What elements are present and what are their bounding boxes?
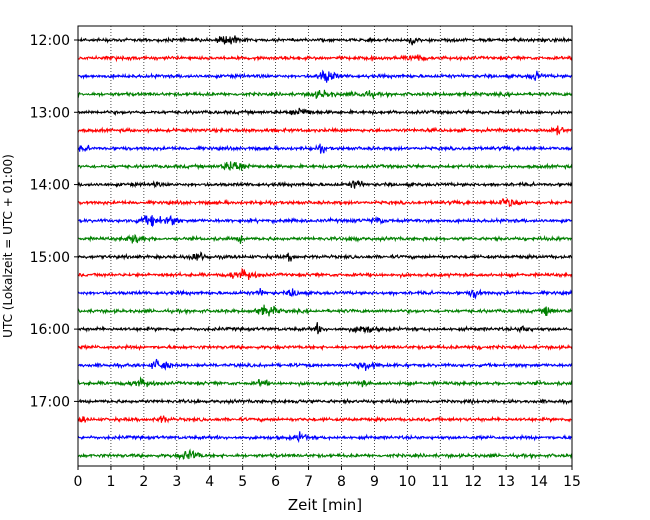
trace-line <box>77 143 573 154</box>
trace-line <box>77 198 573 208</box>
x-tick-label: 13 <box>497 474 515 490</box>
x-tick-label: 12 <box>464 474 482 490</box>
x-tick-label: 15 <box>563 474 581 490</box>
trace-line <box>77 288 573 300</box>
trace-line <box>77 376 573 388</box>
x-tick-label: 8 <box>337 474 346 490</box>
trace-line <box>77 448 572 461</box>
trace-line <box>77 214 573 228</box>
traces <box>77 35 573 461</box>
x-tick-label: 6 <box>271 474 280 490</box>
trace-line <box>77 322 573 335</box>
x-tick-label: 14 <box>530 474 548 490</box>
y-tick-label: 16:00 <box>30 322 70 338</box>
trace-line <box>77 125 573 136</box>
trace-line <box>77 179 573 189</box>
trace-line <box>77 251 573 262</box>
x-tick-label: 4 <box>205 474 214 490</box>
trace-line <box>77 415 573 424</box>
trace-line <box>77 267 573 281</box>
x-tick-label: 11 <box>431 474 449 490</box>
y-tick-label: 12:00 <box>30 33 70 49</box>
trace-line <box>77 35 573 46</box>
y-tick-label: 13:00 <box>30 105 70 121</box>
plot-frame <box>77 25 573 467</box>
x-tick-label: 10 <box>398 474 416 490</box>
x-tick-label: 5 <box>238 474 247 490</box>
y-axis-ticks: 12:00 13:00 14:00 15:00 16:00 17:00 <box>30 33 78 410</box>
trace-line <box>77 343 573 352</box>
trace-line <box>77 233 573 244</box>
x-tick-label: 2 <box>139 474 148 490</box>
plot-area <box>78 26 572 466</box>
x-tick-label: 0 <box>74 474 83 490</box>
trace-line <box>77 161 573 171</box>
trace-line <box>77 54 573 63</box>
trace-line <box>77 107 573 117</box>
trace-line <box>77 304 573 317</box>
y-tick-label: 14:00 <box>30 178 70 194</box>
x-axis-ticks: 0 1 2 3 4 5 6 7 8 9 10 11 12 13 14 15 <box>74 466 581 490</box>
y-tick-label: 15:00 <box>30 250 70 266</box>
y-tick-label: 17:00 <box>30 394 70 410</box>
trace-line <box>77 69 573 83</box>
trace-line <box>77 431 573 444</box>
x-tick-label: 3 <box>172 474 181 490</box>
x-tick-label: 1 <box>106 474 115 490</box>
trace-line <box>77 89 573 101</box>
y-axis-label: UTC (Lokalzeit = UTC + 01:00) <box>1 154 15 338</box>
x-tick-label: 9 <box>370 474 379 490</box>
grid <box>110 26 540 466</box>
x-tick-label: 7 <box>304 474 313 490</box>
x-axis-label: Zeit [min] <box>288 496 362 514</box>
trace-line <box>77 397 573 406</box>
trace-line <box>77 358 573 371</box>
